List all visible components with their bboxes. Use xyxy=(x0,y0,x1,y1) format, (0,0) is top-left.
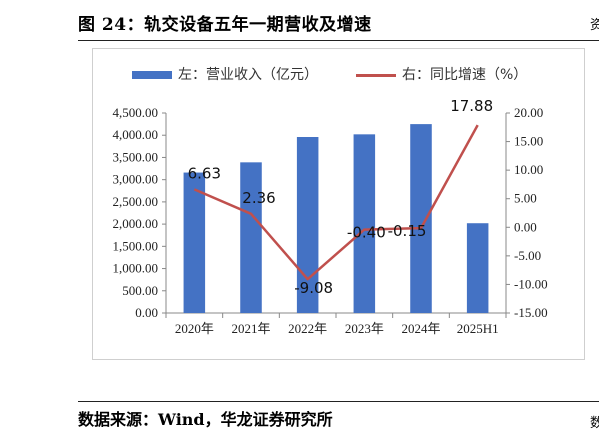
y-left-tick-label: 2,000.00 xyxy=(113,216,159,231)
x-tick-label: 2021年 xyxy=(231,321,270,336)
growth-line xyxy=(193,124,479,281)
bar xyxy=(296,137,319,313)
legend-bar-label: 左：营业收入（亿元） xyxy=(178,67,318,83)
bar xyxy=(183,172,206,313)
legend-line: 右：同比增速（%） xyxy=(356,64,527,84)
line-data-label: 2.36 xyxy=(242,189,275,207)
y-right-tick-label: 0.00 xyxy=(514,219,537,234)
x-tick-label: 2023年 xyxy=(345,321,384,336)
line-data-label: -9.08 xyxy=(294,279,333,297)
y-right-tick-label: 10.00 xyxy=(514,162,543,177)
y-left-tick-label: 1,000.00 xyxy=(113,261,159,276)
x-tick-label: 2020年 xyxy=(175,321,214,336)
edge-glyph-top: 资 xyxy=(590,18,599,33)
bar xyxy=(240,162,262,313)
edge-glyph-bottom: 数 xyxy=(590,416,599,431)
source-rule xyxy=(78,401,599,402)
y-right-tick-label: -5.00 xyxy=(514,248,541,263)
legend-bar: 左：营业收入（亿元） xyxy=(132,64,318,84)
y-right-tick-label: 20.00 xyxy=(514,105,543,120)
y-left-tick-label: 2,500.00 xyxy=(113,194,159,209)
line-data-label: 6.63 xyxy=(188,164,221,182)
y-left-tick-label: 1,500.00 xyxy=(113,238,159,253)
y-right-tick-label: -15.00 xyxy=(514,305,548,320)
title-rule xyxy=(78,40,599,41)
figure-title: 图 24：轨交设备五年一期营收及增速 xyxy=(78,15,372,35)
bar xyxy=(410,124,432,313)
bar xyxy=(466,223,489,313)
line-data-label: 17.88 xyxy=(450,97,493,115)
y-right-tick-label: -10.00 xyxy=(514,276,548,291)
y-right-tick-label: 5.00 xyxy=(514,191,537,206)
y-left-tick-label: 0.00 xyxy=(135,305,158,320)
line-data-label: -0.15 xyxy=(388,222,427,240)
bar xyxy=(353,134,376,313)
y-left-tick-label: 4,000.00 xyxy=(113,127,159,142)
y-left-tick-label: 3,500.00 xyxy=(113,149,159,164)
source-note: 数据来源：Wind，华龙证券研究所 xyxy=(78,410,333,429)
y-right-tick-label: 15.00 xyxy=(514,134,543,149)
y-left-tick-label: 3,000.00 xyxy=(113,172,159,187)
legend-bar-swatch xyxy=(132,71,172,79)
line-data-label: -0.40 xyxy=(347,224,386,242)
x-tick-label: 2025H1 xyxy=(457,321,499,336)
chart-frame xyxy=(92,48,585,360)
y-left-tick-label: 4,500.00 xyxy=(113,105,159,120)
legend-line-swatch xyxy=(356,73,396,77)
legend-line-label: 右：同比增速（%） xyxy=(402,67,528,83)
y-left-tick-label: 500.00 xyxy=(122,283,158,298)
x-tick-label: 2022年 xyxy=(288,321,327,336)
x-tick-label: 2024年 xyxy=(401,321,440,336)
